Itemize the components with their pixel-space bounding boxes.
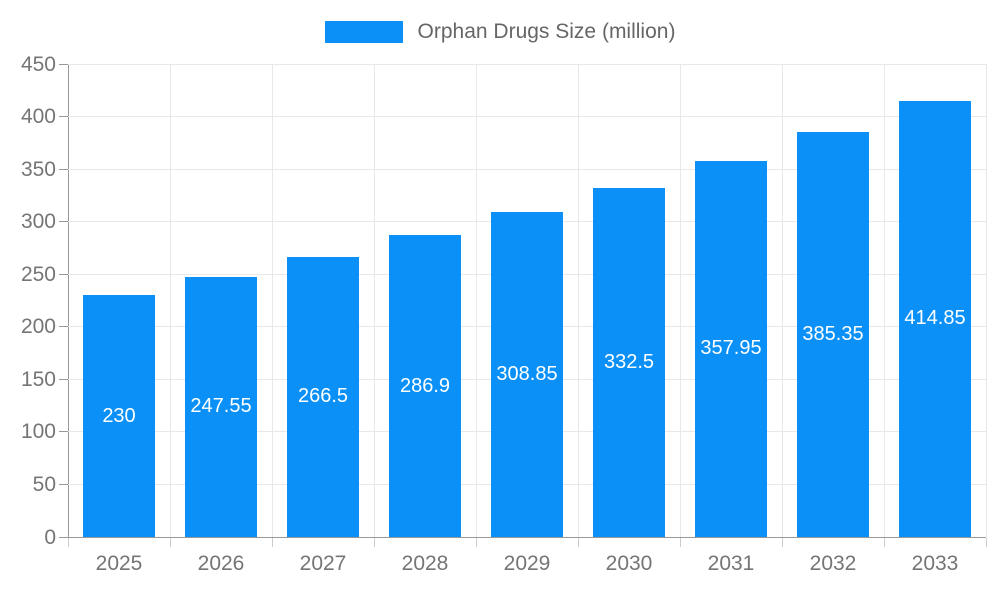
y-axis-tick-label: 250 — [20, 262, 56, 286]
bar[interactable]: 247.55 — [185, 276, 257, 537]
x-tick-mark — [577, 538, 579, 547]
x-axis-tick-label: 2033 — [911, 552, 959, 575]
bar-value-label: 230 — [102, 404, 136, 427]
x-axis-tick-label: 2032 — [809, 552, 857, 575]
x-axis-tick-label: 2030 — [605, 552, 653, 575]
x-tick-mark — [781, 538, 783, 547]
y-gridline — [68, 116, 986, 118]
x-tick-mark — [679, 538, 681, 547]
x-axis-tick-label: 2025 — [95, 552, 143, 575]
y-axis-tick-label: 100 — [20, 420, 56, 444]
x-gridline — [985, 64, 987, 537]
x-tick-mark — [883, 538, 885, 547]
legend-label: Orphan Drugs Size (million) — [417, 20, 676, 43]
bar[interactable]: 357.95 — [695, 160, 767, 537]
y-tick-mark — [59, 63, 68, 65]
bar[interactable]: 385.35 — [797, 131, 869, 537]
y-tick-mark — [59, 326, 68, 328]
bar-value-label: 286.9 — [399, 374, 451, 397]
x-axis-tick-label: 2027 — [299, 552, 347, 575]
y-gridline — [68, 63, 986, 65]
y-axis-tick-label: 50 — [32, 472, 56, 496]
y-tick-mark — [59, 483, 68, 485]
bar[interactable]: 266.5 — [287, 256, 359, 537]
x-tick-mark — [985, 538, 987, 547]
x-axis-tick-label: 2026 — [197, 552, 245, 575]
legend[interactable]: Orphan Drugs Size (million) — [0, 20, 1000, 44]
x-tick-mark — [67, 538, 69, 547]
x-tick-mark — [373, 538, 375, 547]
y-axis-tick-label: 300 — [20, 210, 56, 234]
bar-value-label: 385.35 — [802, 322, 864, 345]
bar[interactable]: 308.85 — [491, 212, 563, 537]
x-tick-mark — [475, 538, 477, 547]
y-axis-tick-label: 200 — [20, 315, 56, 339]
x-gridline — [883, 64, 885, 537]
x-axis-tick-label: 2031 — [707, 552, 755, 575]
x-tick-mark — [169, 538, 171, 547]
y-axis-tick-label: 150 — [20, 367, 56, 391]
x-axis-tick-label: 2028 — [401, 552, 449, 575]
y-axis-tick-label: 400 — [20, 105, 56, 129]
y-tick-mark — [59, 168, 68, 170]
x-gridline — [373, 64, 375, 537]
bar-value-label: 414.85 — [904, 307, 966, 330]
y-tick-mark — [59, 116, 68, 118]
x-gridline — [271, 64, 273, 537]
bar-value-label: 266.5 — [297, 385, 349, 408]
x-gridline — [475, 64, 477, 537]
y-axis-tick-label: 350 — [20, 157, 56, 181]
x-gridline — [577, 64, 579, 537]
plot-area: 230 247.55 266.5 286.9 308.85 332.5 357.95 385.… — [68, 63, 987, 537]
y-tick-mark — [59, 378, 68, 380]
bar-value-label: 308.85 — [496, 363, 558, 386]
y-axis-tick-label: 450 — [20, 52, 56, 76]
bar-value-label: 332.5 — [603, 350, 655, 373]
y-tick-mark — [59, 221, 68, 223]
bar[interactable]: 332.5 — [593, 187, 665, 537]
x-axis-tick-label: 2029 — [503, 552, 551, 575]
bar[interactable]: 230 — [83, 295, 155, 537]
bar-value-label: 357.95 — [700, 337, 762, 360]
y-tick-mark — [59, 273, 68, 275]
bar[interactable]: 414.85 — [899, 100, 971, 537]
y-tick-mark — [59, 536, 68, 538]
x-gridline — [679, 64, 681, 537]
x-axis-line — [68, 537, 986, 538]
x-gridline — [169, 64, 171, 537]
y-axis-tick-label: 0 — [44, 525, 56, 549]
bar-value-label: 247.55 — [190, 395, 252, 418]
legend-swatch — [324, 21, 403, 43]
y-axis-line — [68, 64, 69, 547]
y-tick-mark — [59, 431, 68, 433]
bar[interactable]: 286.9 — [389, 235, 461, 537]
y-gridline — [68, 168, 986, 170]
x-tick-mark — [271, 538, 273, 547]
x-gridline — [781, 64, 783, 537]
